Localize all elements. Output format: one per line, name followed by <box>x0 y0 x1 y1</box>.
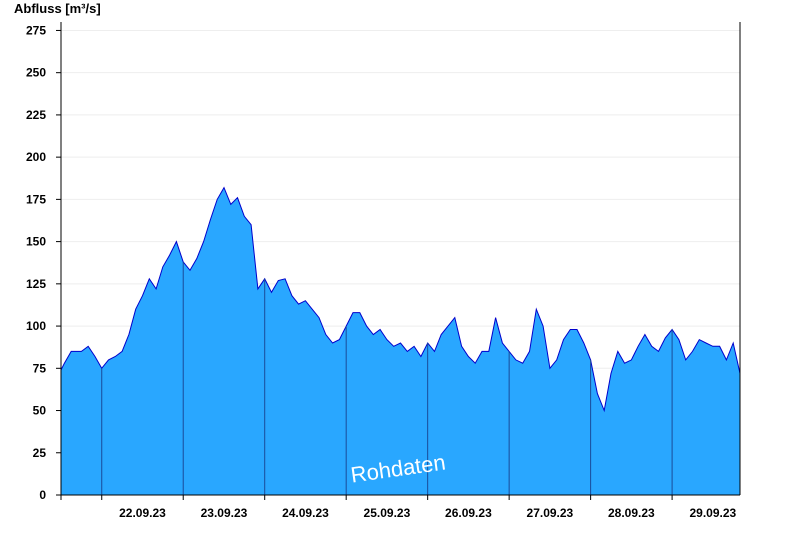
x-tick-label: 29.09.23 <box>689 506 736 520</box>
y-tick-label: 100 <box>26 319 46 333</box>
y-tick-label: 125 <box>26 277 46 291</box>
x-tick-label: 22.09.23 <box>119 506 166 520</box>
y-tick-label: 25 <box>33 446 47 460</box>
x-tick-label: 28.09.23 <box>608 506 655 520</box>
x-tick-label: 26.09.23 <box>445 506 492 520</box>
area-layer <box>60 186 741 495</box>
y-tick-label: 50 <box>33 404 47 418</box>
discharge-area <box>61 187 740 495</box>
y-tick-label: 250 <box>26 66 46 80</box>
y-tick-label: 225 <box>26 108 46 122</box>
y-axis-title: Abfluss [m³/s] <box>14 1 101 16</box>
axis-layer: 0 25 50 75 100 125 150 175 200 225 250 275 22.09.23 2… <box>26 22 741 520</box>
x-tick-label: 23.09.23 <box>201 506 248 520</box>
x-tick-label: 25.09.23 <box>364 506 411 520</box>
y-tick-label: 200 <box>26 150 46 164</box>
y-tick-label: 75 <box>33 361 47 375</box>
discharge-line <box>60 186 741 413</box>
y-tick-label: 275 <box>26 23 46 37</box>
y-tick-label: 0 <box>39 488 46 502</box>
day-boundary-layer <box>101 261 673 495</box>
x-tick-label: 24.09.23 <box>282 506 329 520</box>
y-tick-label: 150 <box>26 235 46 249</box>
x-tick-label: 27.09.23 <box>527 506 574 520</box>
y-tick-label: 175 <box>26 192 46 206</box>
